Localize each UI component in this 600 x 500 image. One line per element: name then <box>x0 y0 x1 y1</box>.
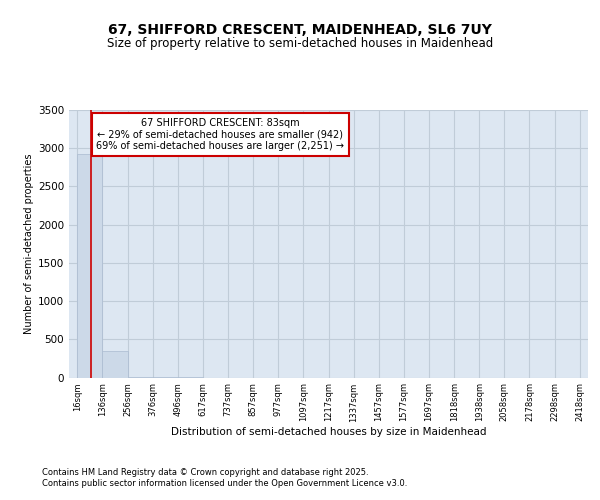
Text: Contains public sector information licensed under the Open Government Licence v3: Contains public sector information licen… <box>42 479 407 488</box>
X-axis label: Distribution of semi-detached houses by size in Maidenhead: Distribution of semi-detached houses by … <box>171 427 486 437</box>
Text: Contains HM Land Registry data © Crown copyright and database right 2025.: Contains HM Land Registry data © Crown c… <box>42 468 368 477</box>
Text: 67 SHIFFORD CRESCENT: 83sqm
← 29% of semi-detached houses are smaller (942)
69% : 67 SHIFFORD CRESCENT: 83sqm ← 29% of sem… <box>97 118 344 151</box>
Bar <box>103 351 128 378</box>
Y-axis label: Number of semi-detached properties: Number of semi-detached properties <box>24 154 34 334</box>
Bar <box>77 154 103 378</box>
Text: 67, SHIFFORD CRESCENT, MAIDENHEAD, SL6 7UY: 67, SHIFFORD CRESCENT, MAIDENHEAD, SL6 7… <box>108 22 492 36</box>
Text: Size of property relative to semi-detached houses in Maidenhead: Size of property relative to semi-detach… <box>107 38 493 51</box>
